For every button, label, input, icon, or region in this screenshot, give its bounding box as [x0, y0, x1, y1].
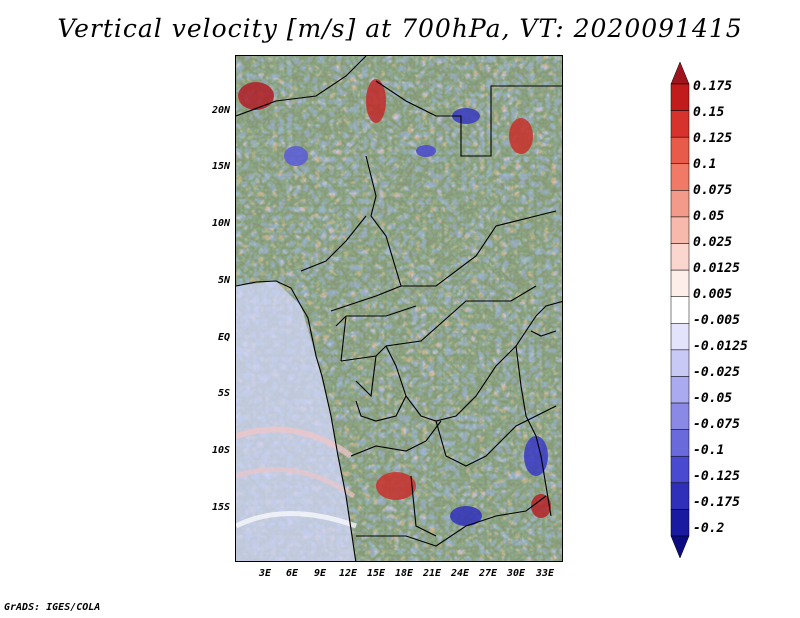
- colorbar-label: -0.125: [693, 469, 740, 484]
- lon-label-12e: 12E: [338, 568, 358, 579]
- colorbar-swatch: [670, 429, 690, 457]
- colorbar-swatch: [670, 190, 690, 218]
- colorbar-swatch: [670, 61, 690, 85]
- lon-label-27e: 27E: [478, 568, 498, 579]
- colorbar-swatch: [670, 482, 690, 510]
- lon-label-6e: 6E: [285, 568, 299, 579]
- lat-label-15n: 15N: [211, 161, 230, 172]
- colorbar-swatch: [670, 83, 690, 111]
- chart-title: Vertical velocity [m/s] at 700hPa, VT: 2…: [57, 14, 743, 43]
- colorbar-label: 0.1: [693, 157, 717, 172]
- colorbar-label: -0.05: [693, 391, 733, 406]
- lon-label-9e: 9E: [313, 568, 327, 579]
- colorbar-label: 0.125: [693, 131, 733, 146]
- colorbar-swatch: [670, 349, 690, 377]
- lon-label-24e: 24E: [450, 568, 470, 579]
- colorbar-swatch: [670, 136, 690, 165]
- colorbar-swatch: [670, 269, 690, 297]
- map-panel: [235, 55, 563, 562]
- colorbar-swatch: [670, 323, 690, 351]
- colorbar-swatch: [670, 402, 690, 430]
- colorbar-label: 0.0125: [693, 261, 740, 276]
- colorbar-label: -0.005: [693, 313, 740, 328]
- country-borders: [236, 56, 562, 561]
- colorbar-label: -0.025: [693, 365, 740, 380]
- lon-label-30e: 30E: [506, 568, 526, 579]
- lon-label-21e: 21E: [422, 568, 442, 579]
- colorbar-label: -0.1: [693, 443, 725, 458]
- colorbar-label: 0.175: [693, 79, 733, 94]
- lon-label-33e: 33E: [535, 568, 555, 579]
- lat-label-5s: 5S: [217, 388, 230, 399]
- colorbar-label: 0.15: [693, 105, 725, 120]
- colorbar-swatch: [670, 163, 690, 191]
- colorbar-label: 0.05: [693, 209, 725, 224]
- colorbar-label: -0.0125: [693, 339, 748, 354]
- colorbar-label: -0.075: [693, 417, 740, 432]
- lat-label-10n: 10N: [211, 218, 230, 229]
- colorbar-swatch: [670, 509, 690, 537]
- lon-label-3e: 3E: [258, 568, 272, 579]
- lon-label-18e: 18E: [394, 568, 414, 579]
- lat-label-eq: EQ: [217, 332, 230, 343]
- lat-label-5n: 5N: [217, 275, 230, 286]
- colorbar-swatch: [670, 110, 690, 138]
- colorbar-swatch: [670, 455, 690, 484]
- colorbar-label: 0.025: [693, 235, 733, 250]
- colorbar-label: 0.075: [693, 183, 733, 198]
- colorbar-label: -0.2: [693, 521, 725, 536]
- colorbar-swatch: [670, 296, 690, 324]
- lon-label-15e: 15E: [366, 568, 386, 579]
- colorbar-swatch: [670, 216, 690, 244]
- colorbar-label: -0.175: [693, 495, 740, 510]
- colorbar-label: 0.005: [693, 287, 733, 302]
- colorbar: [670, 61, 690, 559]
- footer-credit: GrADS: IGES/COLA: [4, 602, 101, 613]
- colorbar-swatch: [670, 535, 690, 559]
- lat-label-20n: 20N: [211, 105, 230, 116]
- colorbar-swatch: [670, 376, 690, 404]
- vertical-velocity-field: [236, 56, 562, 561]
- lat-label-10s: 10S: [211, 445, 230, 456]
- colorbar-swatch: [670, 243, 690, 271]
- lat-label-15s: 15S: [211, 502, 230, 513]
